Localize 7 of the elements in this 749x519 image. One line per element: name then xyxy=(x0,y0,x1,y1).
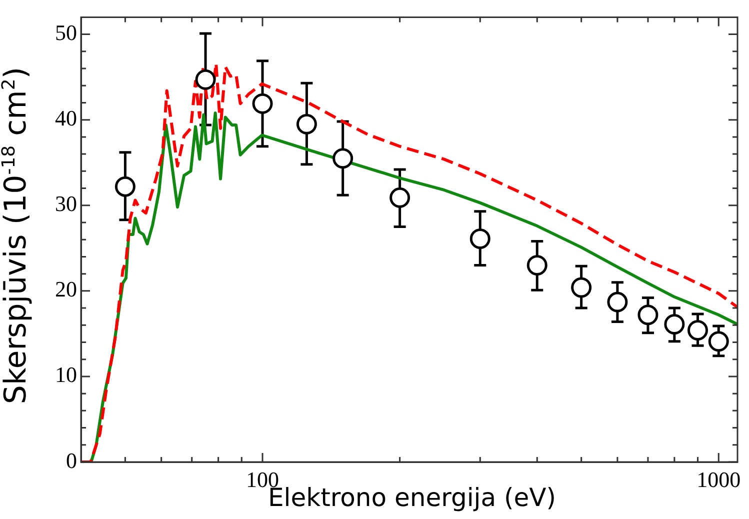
y-tick-label: 40 xyxy=(55,106,77,131)
y-tick-label: 10 xyxy=(55,362,77,388)
y-tick-label: 30 xyxy=(55,191,77,216)
y-tick-label: 50 xyxy=(55,20,77,46)
y-tick-label: 0 xyxy=(66,448,77,473)
x-tick-label: 1000 xyxy=(696,466,741,492)
y-tick-label: 20 xyxy=(55,276,77,302)
